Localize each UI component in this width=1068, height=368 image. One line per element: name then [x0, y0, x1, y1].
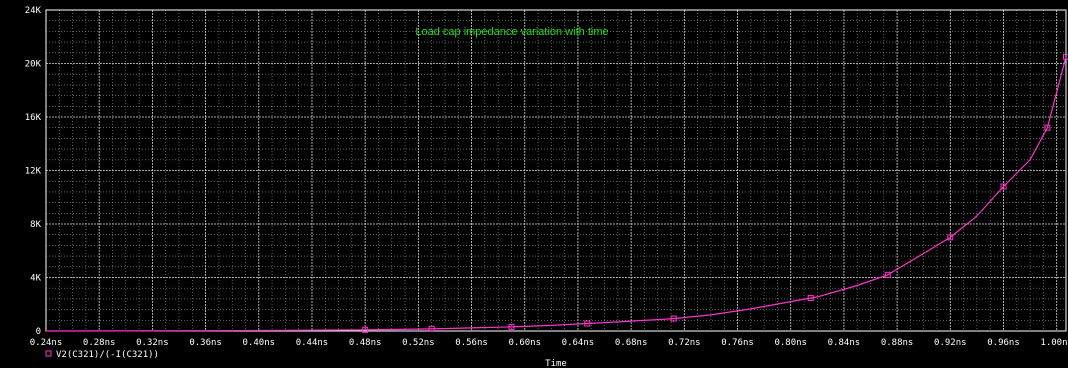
y-tick-label: 8K — [30, 220, 41, 230]
x-tick-label: 0.24ns — [30, 338, 63, 348]
series-marker — [584, 320, 591, 327]
x-tick-label: 0.84ns — [828, 338, 861, 348]
x-tick-label: 0.88ns — [881, 338, 914, 348]
y-tick-label: 16K — [25, 113, 42, 123]
x-tick-label: 0.68ns — [615, 338, 648, 348]
x-tick-label: 0.36ns — [189, 338, 222, 348]
series-marker — [807, 295, 814, 302]
legend: V2(C321)/(-I(C321)) — [45, 350, 159, 360]
x-tick-label: 0.64ns — [562, 338, 595, 348]
x-tick-label: 0.32ns — [136, 338, 169, 348]
x-tick-label: 0.60ns — [508, 338, 541, 348]
series-marker — [508, 323, 515, 330]
x-tick-label: 0.76ns — [721, 338, 754, 348]
x-tick-label: 0.52ns — [402, 338, 435, 348]
y-axis-ticks: 0 4K 8K 12K 16K 20K 24K — [25, 6, 42, 337]
x-tick-label: 0.80ns — [774, 338, 807, 348]
legend-label: V2(C321)/(-I(C321)) — [56, 350, 159, 360]
series-marker — [884, 271, 891, 278]
series-marker — [362, 326, 369, 333]
series-marker — [670, 315, 677, 322]
series-markers — [362, 53, 1068, 333]
series-marker — [1063, 53, 1068, 60]
x-tick-label: 0.40ns — [243, 338, 276, 348]
plot-frame — [45, 9, 1067, 332]
x-axis-ticks: 0.24ns 0.28ns 0.32ns 0.36ns 0.40ns 0.44ns 0.48… — [30, 338, 1068, 348]
x-tick-label: 0.92ns — [934, 338, 967, 348]
x-tick-label: 0.96ns — [987, 338, 1020, 348]
y-tick-label: 4K — [30, 274, 41, 284]
y-tick-label: 24K — [25, 6, 42, 16]
y-tick-label: 20K — [25, 60, 42, 70]
y-tick-label: 12K — [25, 167, 42, 177]
legend-marker — [45, 350, 52, 357]
x-tick-label: 0.28ns — [83, 338, 116, 348]
series-line — [45, 56, 1067, 332]
x-axis-label: Time — [545, 359, 567, 368]
x-tick-label: 0.48ns — [349, 338, 382, 348]
chart-title: Load cap impedance variation with time — [415, 26, 608, 38]
y-tick-label: 0 — [36, 327, 41, 337]
series-marker — [947, 234, 954, 241]
x-tick-label: 0.56ns — [455, 338, 488, 348]
series-marker — [1000, 183, 1007, 190]
series-marker — [1044, 124, 1051, 131]
x-tick-label: 0.44ns — [296, 338, 329, 348]
x-tick-label: 0.72ns — [668, 338, 701, 348]
x-tick-label: 1.00ns — [1040, 338, 1068, 348]
series-marker — [428, 325, 435, 332]
